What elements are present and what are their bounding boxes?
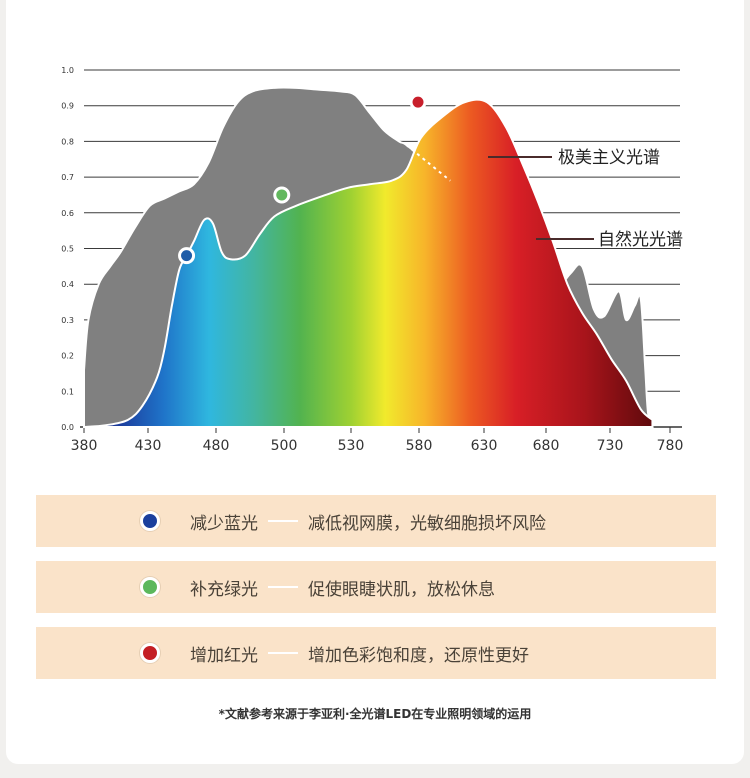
natural-light-dotted-line bbox=[405, 144, 451, 182]
markers bbox=[178, 93, 427, 265]
y-tick-label: 0.6 bbox=[61, 209, 74, 218]
x-tick-label: 780 bbox=[657, 438, 684, 454]
legend-red-desc: 增加色彩饱和度，还原性更好 bbox=[308, 645, 529, 666]
legend-row-red: 增加红光 增加色彩饱和度，还原性更好 bbox=[36, 627, 716, 679]
legend-dash bbox=[268, 652, 298, 654]
green-dot-icon bbox=[140, 577, 160, 597]
y-tick-label: 1.0 bbox=[61, 66, 74, 75]
y-tick-label: 0.2 bbox=[61, 352, 74, 361]
y-tick-label: 0.5 bbox=[61, 245, 74, 254]
x-tick-label: 500 bbox=[271, 438, 298, 454]
annotation-natural-label: 自然光光谱 bbox=[598, 230, 683, 250]
x-tick-label: 380 bbox=[71, 438, 98, 454]
footnote: *文献参考来源于李亚利·全光谱LED在专业照明领域的运用 bbox=[218, 707, 532, 721]
legend-green-title: 补充绿光 bbox=[190, 579, 258, 600]
legend-red-title: 增加红光 bbox=[190, 645, 258, 666]
y-tick-label: 0.0 bbox=[61, 423, 74, 432]
legend-row-green: 补充绿光 促使眼睫状肌，放松休息 bbox=[36, 561, 716, 613]
y-tick-label: 0.9 bbox=[61, 102, 74, 111]
x-tick-label: 580 bbox=[406, 438, 433, 454]
spectrum-marker bbox=[273, 186, 291, 204]
spectrum-marker bbox=[178, 247, 196, 265]
x-tick-label: 430 bbox=[135, 438, 162, 454]
legend-dash bbox=[268, 520, 298, 522]
legend-green-desc: 促使眼睫状肌，放松休息 bbox=[308, 579, 495, 600]
blue-dot-icon bbox=[140, 511, 160, 531]
y-tick-label: 0.7 bbox=[61, 173, 74, 182]
y-tick-label: 0.1 bbox=[61, 387, 74, 396]
y-tick-label: 0.8 bbox=[61, 137, 74, 146]
legend-blue-title: 减少蓝光 bbox=[190, 513, 258, 534]
spectrum-marker bbox=[409, 93, 427, 111]
x-tick-label: 630 bbox=[471, 438, 498, 454]
legend-blue-desc: 减低视网膜，光敏细胞损坏风险 bbox=[308, 513, 546, 534]
legend-row-blue: 减少蓝光 减低视网膜，光敏细胞损坏风险 bbox=[36, 495, 716, 547]
full-spectrum-area bbox=[83, 98, 654, 428]
x-tick-label: 480 bbox=[203, 438, 230, 454]
x-tick-label: 530 bbox=[338, 438, 365, 454]
spectrum-chart: 0.0 0.1 0.2 0.3 0.4 0.5 0.6 0.7 0.8 0.9 1.0 380 430 4… bbox=[61, 66, 683, 454]
x-tick-label: 730 bbox=[597, 438, 624, 454]
y-tick-label: 0.4 bbox=[61, 280, 74, 289]
x-tick-label: 680 bbox=[533, 438, 560, 454]
legend-dash bbox=[268, 586, 298, 588]
annotation-peak-label: 极美主义光谱 bbox=[558, 148, 660, 168]
red-dot-icon bbox=[140, 643, 160, 663]
axis-labels: 0.0 0.1 0.2 0.3 0.4 0.5 0.6 0.7 0.8 0.9 1.0 380 430 4… bbox=[61, 66, 683, 454]
y-tick-label: 0.3 bbox=[61, 316, 74, 325]
